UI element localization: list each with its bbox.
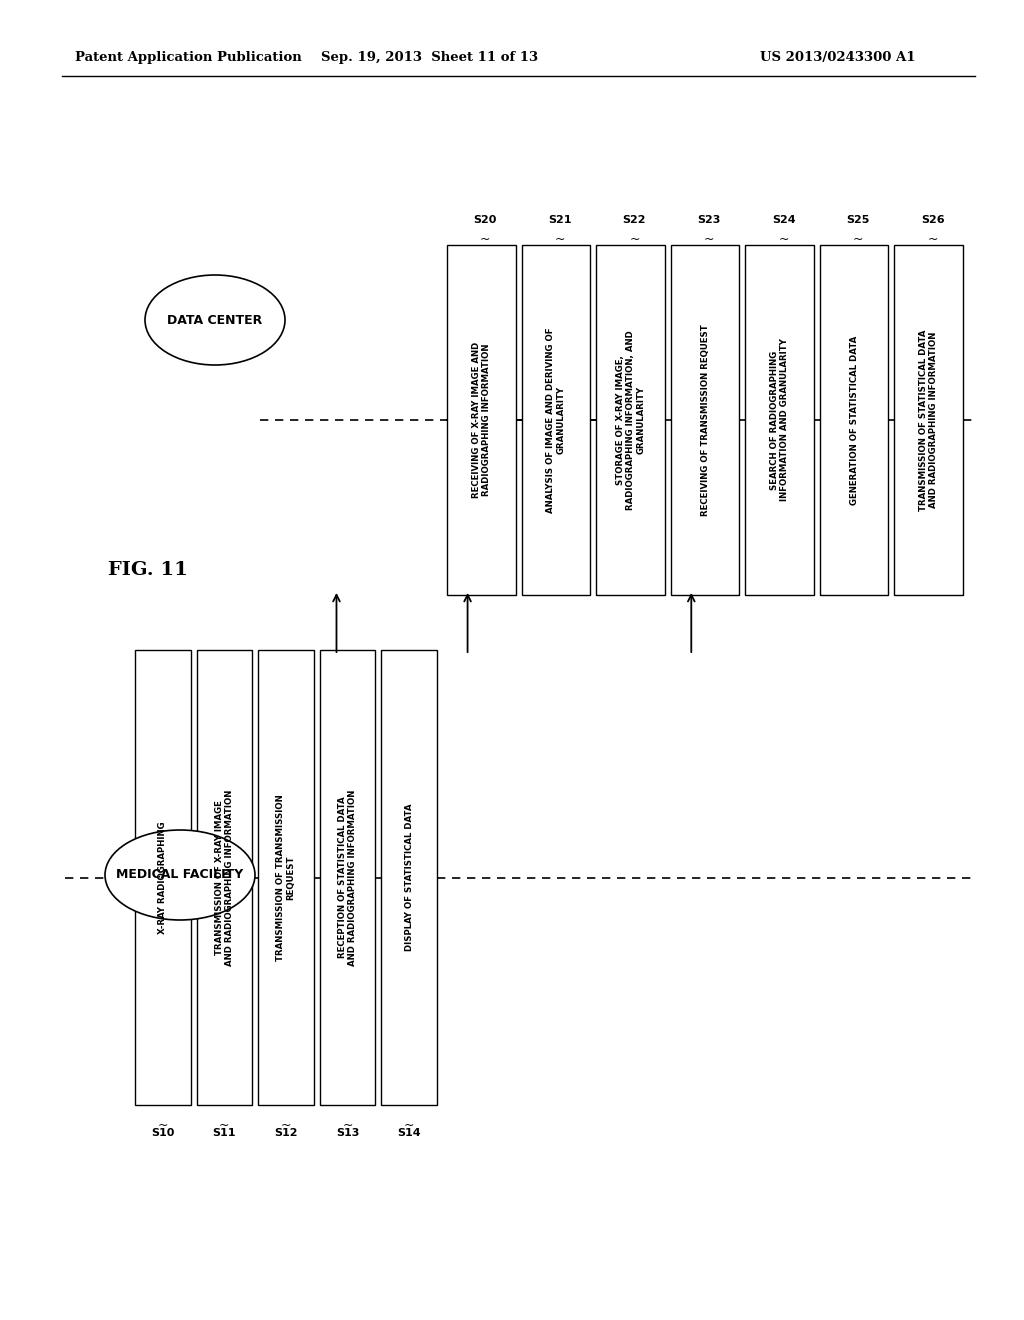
Text: DISPLAY OF STATISTICAL DATA: DISPLAY OF STATISTICAL DATA [404,804,414,952]
Text: ~: ~ [219,1119,229,1133]
Text: US 2013/0243300 A1: US 2013/0243300 A1 [760,51,915,65]
Text: ~: ~ [480,234,490,246]
Bar [135,649,190,1105]
Text: S24: S24 [772,215,796,224]
Text: ~: ~ [778,234,788,246]
Text: STORAGE OF X-RAY IMAGE,
RADIOGRAPHING INFORMATION, AND
GRANULARITY: STORAGE OF X-RAY IMAGE, RADIOGRAPHING IN… [615,330,645,510]
Bar [258,649,313,1105]
Bar [447,246,515,595]
Text: ~: ~ [703,234,715,246]
Text: ~: ~ [403,1119,415,1133]
Bar [381,649,437,1105]
Text: SEARCH OF RADIOGRAPHING
INFORMATION AND GRANULARITY: SEARCH OF RADIOGRAPHING INFORMATION AND … [770,338,790,502]
Text: Patent Application Publication: Patent Application Publication [75,51,302,65]
Bar [319,649,376,1105]
Bar [745,246,814,595]
Text: ~: ~ [342,1119,353,1133]
Text: GENERATION OF STATISTICAL DATA: GENERATION OF STATISTICAL DATA [850,335,859,504]
Text: S20: S20 [473,215,497,224]
Text: S22: S22 [623,215,646,224]
Bar [820,246,889,595]
Bar [521,246,590,595]
Text: ~: ~ [853,234,863,246]
Ellipse shape [145,275,285,366]
Bar [596,246,665,595]
Text: S26: S26 [921,215,944,224]
Text: S21: S21 [548,215,571,224]
Text: S25: S25 [847,215,869,224]
Text: Sep. 19, 2013  Sheet 11 of 13: Sep. 19, 2013 Sheet 11 of 13 [322,51,539,65]
Text: ~: ~ [629,234,640,246]
Text: TRANSMISSION OF X-RAY IMAGE
AND RADIOGRAPHING INFORMATION: TRANSMISSION OF X-RAY IMAGE AND RADIOGRA… [215,789,234,966]
Text: RECEIVING OF TRANSMISSION REQUEST: RECEIVING OF TRANSMISSION REQUEST [700,325,710,516]
Bar [671,246,739,595]
Text: S11: S11 [213,1129,237,1138]
Text: S14: S14 [397,1129,421,1138]
Text: RECEIVING OF X-RAY IMAGE AND
RADIOGRAPHING INFORMATION: RECEIVING OF X-RAY IMAGE AND RADIOGRAPHI… [472,342,490,498]
Text: ~: ~ [281,1119,291,1133]
Text: TRANSMISSION OF STATISTICAL DATA
AND RADIOGRAPHING INFORMATION: TRANSMISSION OF STATISTICAL DATA AND RAD… [919,329,938,511]
Text: ANALYSIS OF IMAGE AND DERIVING OF
GRANULARITY: ANALYSIS OF IMAGE AND DERIVING OF GRANUL… [546,327,565,512]
Ellipse shape [105,830,255,920]
Text: S10: S10 [152,1129,174,1138]
Bar [894,246,963,595]
Text: FIG. 11: FIG. 11 [108,561,187,579]
Text: ~: ~ [928,234,938,246]
Bar [197,649,252,1105]
Text: S12: S12 [274,1129,298,1138]
Text: S13: S13 [336,1129,359,1138]
Text: X-RAY RADIOGRAPHING: X-RAY RADIOGRAPHING [159,821,167,933]
Text: MEDICAL FACILITY: MEDICAL FACILITY [117,869,244,882]
Text: S23: S23 [697,215,721,224]
Text: RECEPTION OF STATISTICAL DATA
AND RADIOGRAPHING INFORMATION: RECEPTION OF STATISTICAL DATA AND RADIOG… [338,789,357,966]
Text: DATA CENTER: DATA CENTER [167,314,262,326]
Text: TRANSMISSION OF TRANSMISSION
REQUEST: TRANSMISSION OF TRANSMISSION REQUEST [276,795,296,961]
Text: ~: ~ [158,1119,168,1133]
Text: ~: ~ [555,234,565,246]
